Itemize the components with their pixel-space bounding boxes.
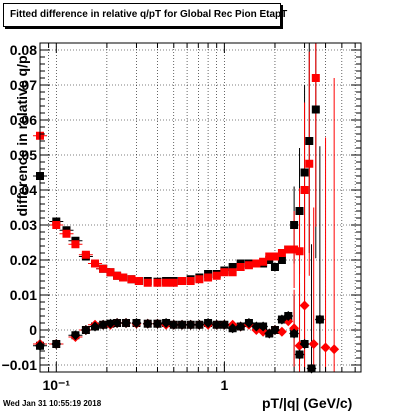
y-axis-label: difference in relative q/p xyxy=(14,55,30,217)
data-point xyxy=(299,300,310,311)
y-tick-label: −0.01 xyxy=(2,357,38,373)
data-point xyxy=(142,318,153,329)
data-point xyxy=(300,186,309,194)
data-point xyxy=(212,271,221,280)
data-point xyxy=(290,245,299,254)
data-point xyxy=(295,247,304,256)
data-point xyxy=(311,105,320,114)
data-point xyxy=(305,159,314,168)
data-point xyxy=(243,318,254,328)
data-point xyxy=(329,344,340,355)
data-point xyxy=(119,273,128,282)
data-point xyxy=(177,319,187,330)
data-point xyxy=(276,326,287,337)
data-point xyxy=(228,263,237,271)
data-point xyxy=(194,319,205,330)
data-point xyxy=(203,318,214,328)
data-point xyxy=(153,278,162,287)
data-point xyxy=(134,277,143,285)
data-point xyxy=(211,319,222,330)
data-point xyxy=(295,207,304,215)
data-point xyxy=(168,319,179,330)
y-tick-label: 0.06 xyxy=(10,112,37,128)
data-point xyxy=(228,268,237,277)
data-point xyxy=(270,252,279,261)
data-point xyxy=(113,271,122,280)
data-point xyxy=(169,278,178,287)
data-point xyxy=(265,252,274,261)
data-point xyxy=(244,261,253,270)
data-point xyxy=(290,221,299,229)
data-point xyxy=(62,229,71,238)
data-point xyxy=(219,319,230,330)
data-point xyxy=(81,250,90,259)
data-point xyxy=(178,277,187,285)
y-tick-label: 0.07 xyxy=(10,77,37,93)
data-point xyxy=(289,328,300,339)
data-point xyxy=(283,311,294,321)
data-point xyxy=(71,240,80,249)
chart-title-box: Fitted difference in relative q/pT for G… xyxy=(3,3,287,27)
data-point xyxy=(294,349,305,360)
x-axis-label: pT/|q| (GeV/c) xyxy=(262,395,353,411)
data-point xyxy=(204,273,213,282)
data-point xyxy=(186,277,195,285)
data-point xyxy=(220,268,229,277)
data-point xyxy=(284,245,293,254)
data-point xyxy=(259,257,268,266)
data-point xyxy=(308,339,319,349)
chart-title: Fitted difference in relative q/pT for G… xyxy=(10,9,288,20)
axes: −0.01 0 0.01 0.02 0.03 0.04 0.05 0.06 0.07 0.08 10… xyxy=(2,42,362,393)
data-point xyxy=(289,323,300,334)
x-tick-label: 10⁻¹ xyxy=(42,377,70,393)
data-point xyxy=(320,342,331,353)
y-tick-label: 0.03 xyxy=(10,217,37,233)
y-tick-label: 0.01 xyxy=(10,287,37,303)
data-point xyxy=(252,259,261,268)
data-point xyxy=(131,318,142,328)
data-point xyxy=(311,74,320,82)
data-point xyxy=(277,256,286,264)
data-point xyxy=(314,314,325,325)
data-point xyxy=(270,263,279,271)
data-point xyxy=(306,363,317,374)
data-point xyxy=(235,321,246,332)
data-point xyxy=(305,137,314,145)
data-point xyxy=(227,323,238,334)
plot-frame xyxy=(39,42,362,373)
data-point xyxy=(236,263,245,271)
data-point xyxy=(127,275,136,284)
y-tick-label: 0 xyxy=(29,322,37,338)
data-point xyxy=(251,321,262,332)
y-tick-label: 0.05 xyxy=(10,147,37,163)
data-point xyxy=(162,278,171,287)
data-point xyxy=(52,221,61,229)
data-markers xyxy=(35,74,340,374)
data-point xyxy=(258,321,269,332)
data-point xyxy=(143,278,152,287)
data-point xyxy=(161,318,172,328)
data-point xyxy=(277,249,286,257)
data-point xyxy=(300,168,309,177)
data-point xyxy=(185,319,196,330)
data-point xyxy=(91,259,100,268)
data-point xyxy=(99,264,108,273)
data-point xyxy=(299,339,310,349)
grid xyxy=(39,43,361,372)
y-tick-label: 0.08 xyxy=(10,42,37,58)
data-point xyxy=(106,268,115,277)
x-tick-label: 1 xyxy=(220,377,228,393)
data-point xyxy=(152,318,163,329)
timestamp: Wed Jan 31 10:55:19 2018 xyxy=(3,399,102,408)
y-tick-label: 0.02 xyxy=(10,252,37,268)
y-tick-label: 0.04 xyxy=(10,182,37,198)
data-point xyxy=(195,275,204,284)
data-point xyxy=(270,325,280,335)
